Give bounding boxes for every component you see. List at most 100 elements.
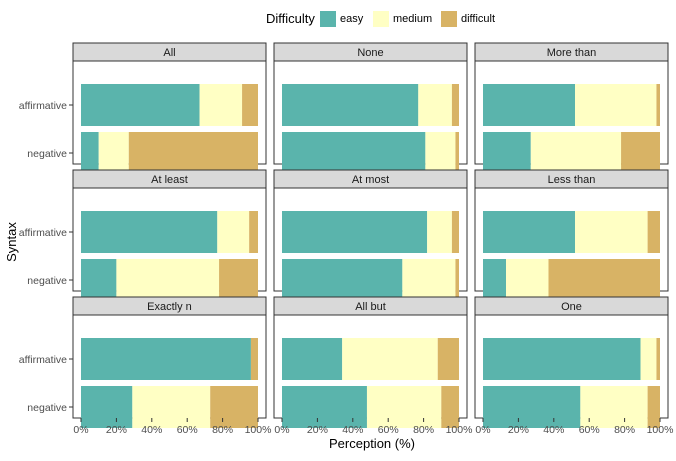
bar-affirmative-easy [282, 338, 343, 380]
x-tick-label: 20% [307, 424, 328, 436]
facet-title: At least [151, 174, 188, 186]
bar-affirmative-easy [483, 84, 576, 126]
x-tick-label: 100% [446, 424, 473, 436]
bar-negative-difficult [455, 132, 459, 174]
bar-affirmative-easy [282, 211, 428, 253]
x-axis-title: Perception (%) [329, 436, 415, 451]
bar-affirmative-easy [81, 84, 200, 126]
bar-affirmative-difficult [249, 211, 258, 253]
facet-title: Less than [548, 174, 596, 186]
facet-all-but: All but 0% 20% 40% 60% 80% 100% [273, 296, 473, 436]
bar-affirmative-medium [575, 211, 648, 253]
legend-key-easy [320, 11, 336, 27]
facet-title: All but [355, 301, 386, 313]
y-tick-label: negative [27, 148, 67, 160]
bar-negative-easy [81, 132, 99, 174]
legend-label-easy: easy [340, 13, 364, 25]
bar-affirmative-easy [282, 84, 419, 126]
facet-title: None [357, 47, 383, 59]
bar-negative-easy [483, 259, 507, 301]
bar-negative-medium [425, 132, 456, 174]
x-tick-label: 100% [647, 424, 674, 436]
x-tick-label: 20% [106, 424, 127, 436]
bar-negative-easy [282, 386, 367, 428]
bar-negative-difficult [647, 386, 660, 428]
bar-affirmative-difficult [242, 84, 258, 126]
x-tick-label: 40% [543, 424, 564, 436]
x-tick-label: 0% [274, 424, 289, 436]
bar-affirmative-difficult [451, 84, 459, 126]
facet-one: One 0% 20% 40% 60% 80% 100% [474, 296, 674, 436]
legend-key-difficult [441, 11, 457, 27]
bar-negative-easy [483, 386, 581, 428]
bar-affirmative-easy [483, 211, 576, 253]
bar-negative-medium [530, 132, 622, 174]
facet-none: None [273, 42, 468, 174]
bar-negative-difficult [219, 259, 258, 301]
bar-negative-medium [402, 259, 456, 301]
bar-affirmative-difficult [451, 211, 459, 253]
x-tick-label: 60% [378, 424, 399, 436]
bar-negative-medium [132, 386, 211, 428]
bar-negative-difficult [210, 386, 258, 428]
y-tick-label: negative [27, 275, 67, 287]
bar-negative-easy [81, 386, 133, 428]
bar-affirmative-easy [81, 211, 218, 253]
facet-at-least: At least affirmative negative [19, 169, 267, 301]
x-tick-label: 60% [579, 424, 600, 436]
bar-negative-easy [282, 132, 426, 174]
facet-title: One [561, 301, 582, 313]
y-tick-label: affirmative [19, 354, 67, 366]
bar-affirmative-difficult [656, 338, 660, 380]
x-tick-label: 40% [342, 424, 363, 436]
bar-affirmative-difficult [647, 211, 660, 253]
facet-title: At most [352, 174, 389, 186]
x-tick-label: 0% [475, 424, 490, 436]
bar-negative-medium [116, 259, 220, 301]
bar-affirmative-difficult [250, 338, 258, 380]
y-tick-label: affirmative [19, 227, 67, 239]
bar-affirmative-medium [640, 338, 657, 380]
bar-negative-medium [506, 259, 549, 301]
bar-negative-medium [580, 386, 648, 428]
facet-less-than: Less than [474, 169, 669, 301]
bar-negative-difficult [548, 259, 660, 301]
y-axis-title: Syntax [4, 222, 19, 262]
x-tick-label: 40% [141, 424, 162, 436]
x-tick-label: 0% [73, 424, 88, 436]
bar-negative-medium [98, 132, 129, 174]
facet-more-than: More than [474, 42, 669, 174]
bar-affirmative-medium [199, 84, 243, 126]
legend-label-medium: medium [393, 13, 432, 25]
facet-title: More than [547, 47, 597, 59]
bar-affirmative-medium [217, 211, 250, 253]
legend-title: Difficulty [266, 11, 315, 26]
bar-affirmative-easy [483, 338, 641, 380]
x-tick-label: 80% [212, 424, 233, 436]
bar-negative-medium [366, 386, 442, 428]
x-tick-label: 80% [614, 424, 635, 436]
bar-affirmative-medium [342, 338, 438, 380]
bar-affirmative-difficult [437, 338, 459, 380]
legend-label-difficult: difficult [461, 13, 495, 25]
bar-affirmative-medium [575, 84, 657, 126]
facet-title: Exactly n [147, 301, 192, 313]
legend-key-medium [373, 11, 389, 27]
bar-negative-easy [81, 259, 117, 301]
y-tick-label: negative [27, 402, 67, 414]
bar-negative-easy [483, 132, 531, 174]
facet-all: All affirmative negative [19, 42, 267, 174]
x-tick-label: 20% [508, 424, 529, 436]
bar-negative-difficult [441, 386, 459, 428]
y-tick-label: affirmative [19, 100, 67, 112]
bar-affirmative-medium [418, 84, 452, 126]
bar-negative-easy [282, 259, 403, 301]
legend: Difficulty easy medium difficult [266, 11, 495, 27]
x-tick-label: 80% [413, 424, 434, 436]
x-tick-label: 60% [177, 424, 198, 436]
bar-affirmative-easy [81, 338, 251, 380]
bar-affirmative-difficult [656, 84, 660, 126]
facet-title: All [163, 47, 175, 59]
bar-affirmative-medium [427, 211, 452, 253]
